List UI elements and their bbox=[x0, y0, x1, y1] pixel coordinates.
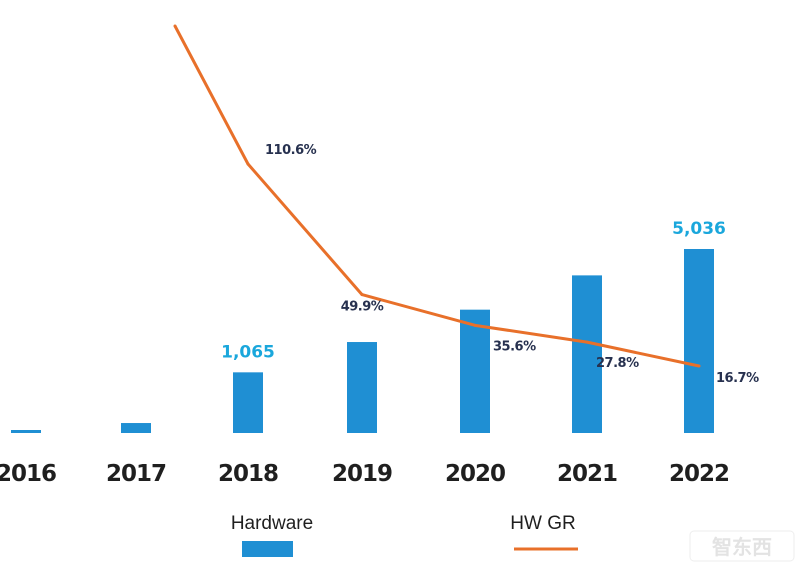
bar-2018 bbox=[233, 372, 263, 433]
hw-gr-point-2018 bbox=[246, 162, 250, 166]
x-tick-label-2021: 2021 bbox=[557, 461, 617, 487]
legend-label-hardware: Hardware bbox=[231, 513, 313, 534]
x-tick-label-2019: 2019 bbox=[332, 461, 392, 487]
bar-2017 bbox=[121, 423, 151, 433]
bar-value-label-2018: 1,065 bbox=[221, 342, 275, 362]
watermark-badge bbox=[689, 530, 795, 562]
bar-value-label-2022: 5,036 bbox=[672, 219, 726, 239]
watermark: 智东西 bbox=[689, 530, 795, 562]
hw-gr-point-2020 bbox=[473, 323, 477, 327]
legend-swatch-hardware bbox=[242, 541, 293, 557]
x-tick-label-2020: 2020 bbox=[445, 461, 505, 487]
hw-gr-point-2021 bbox=[585, 340, 589, 344]
x-tick-label-2022: 2022 bbox=[669, 461, 729, 487]
bar-2019 bbox=[347, 342, 377, 433]
legend: Hardware HW GR bbox=[231, 513, 578, 557]
x-tick-label-2016: 2016 bbox=[0, 461, 56, 487]
hw-gr-label-2018: 110.6% bbox=[265, 143, 317, 158]
x-tick-label-2017: 2017 bbox=[106, 461, 166, 487]
bar-layer bbox=[11, 249, 714, 433]
legend-label-hwgr: HW GR bbox=[510, 513, 575, 534]
bar-2021 bbox=[572, 275, 602, 433]
hw-gr-label-2020: 35.6% bbox=[493, 339, 536, 354]
bar-2016 bbox=[11, 430, 41, 433]
hw-gr-label-2019: 49.9% bbox=[341, 300, 384, 315]
hw-gr-point-2017 bbox=[173, 24, 177, 28]
bar-2022 bbox=[684, 249, 714, 433]
watermark-text: 智东西 bbox=[712, 535, 772, 559]
bar-2020 bbox=[460, 309, 490, 433]
hw-gr-point-2019 bbox=[360, 293, 364, 297]
x-tick-label-2018: 2018 bbox=[218, 461, 278, 487]
hw-gr-point-2022 bbox=[697, 364, 701, 368]
hw-gr-label-2021: 27.8% bbox=[596, 356, 639, 371]
x-axis: 2016 2017 2018 2019 2020 2021 2022 bbox=[0, 461, 730, 487]
hw-gr-line bbox=[173, 25, 700, 368]
line-layer bbox=[173, 24, 701, 368]
hw-gr-label-2022: 16.7% bbox=[716, 371, 759, 386]
label-layer: 1,065 5,036 110.6% 49.9% 35.6% 27.8% 16.7% bbox=[221, 143, 759, 386]
